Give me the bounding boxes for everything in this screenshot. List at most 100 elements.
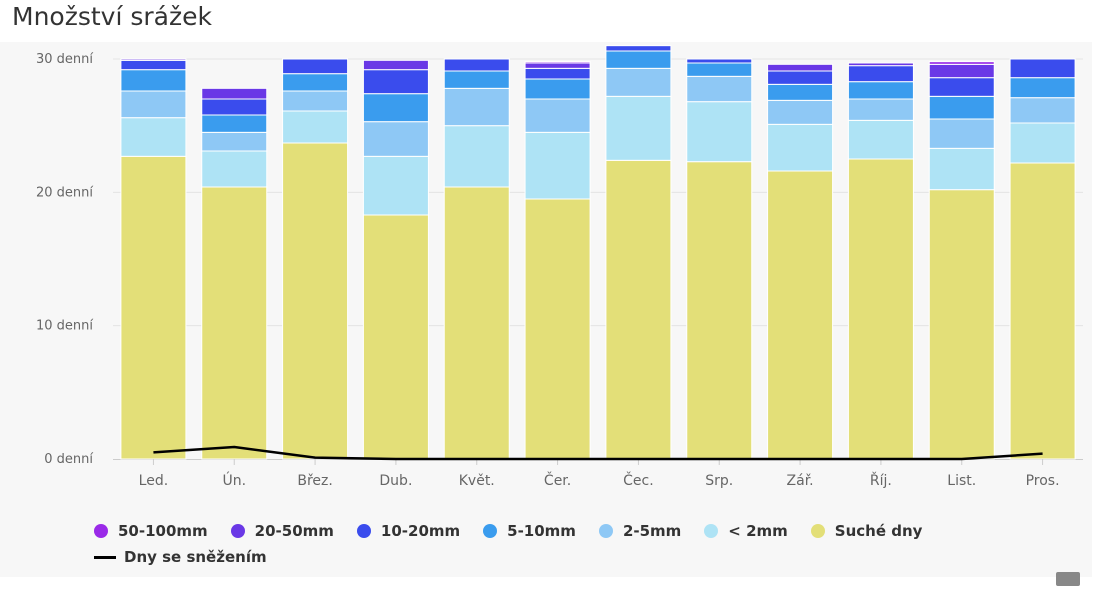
bar-segment	[524, 67, 591, 80]
bar-segment	[120, 58, 187, 61]
bar-segment	[686, 75, 753, 103]
bar-segment	[443, 186, 510, 460]
bar-segment	[282, 90, 349, 112]
x-tick-label: Pros.	[1026, 473, 1060, 489]
bar-segment	[605, 67, 672, 97]
bar-segment	[1009, 77, 1076, 99]
bar-segment	[767, 170, 834, 460]
bar-segment	[1009, 122, 1076, 164]
chart-legend: 50-100mm 20-50mm 10-20mm 5-10mm 2-5mm < …	[94, 518, 1054, 570]
bar-segment	[362, 93, 429, 123]
bar-segment	[362, 155, 429, 216]
legend-label: 10-20mm	[380, 522, 461, 540]
x-tick-label: Dub.	[379, 473, 412, 489]
x-tick-label: Čer.	[544, 471, 571, 489]
y-tick-label: 0 denní	[44, 452, 93, 467]
legend-label: 50-100mm	[118, 522, 208, 540]
legend-item-dry-days[interactable]: Suché dny	[810, 522, 923, 540]
x-tick-label: Břez.	[297, 473, 332, 489]
legend-label: 5-10mm	[507, 522, 576, 540]
bar-segment	[362, 69, 429, 95]
bar-segment	[524, 62, 591, 69]
bar-segment	[847, 98, 914, 121]
legend-item-10-20mm[interactable]: 10-20mm	[356, 522, 461, 540]
legend-line-marker	[94, 555, 116, 559]
bar-segment	[1009, 58, 1076, 79]
bar-segment	[201, 186, 268, 460]
bar-segment	[282, 73, 349, 92]
bar-segment	[443, 70, 510, 89]
legend-marker	[483, 524, 498, 538]
bar-segment	[120, 90, 187, 119]
bar-segment	[928, 189, 995, 460]
bar-segment	[201, 150, 268, 188]
bar-segment	[605, 159, 672, 460]
y-tick-label: 10 denní	[36, 319, 93, 334]
bar-segment	[443, 125, 510, 188]
legend-marker	[598, 524, 613, 538]
bar-segment	[928, 63, 995, 79]
bar-segment	[524, 198, 591, 460]
bar-segment	[524, 98, 591, 133]
bar-segment	[201, 114, 268, 133]
x-tick-label: Říj.	[870, 472, 892, 489]
bar-segment	[201, 98, 268, 116]
bar-segment	[686, 101, 753, 163]
bar-segment	[686, 161, 753, 460]
y-tick-label: 20 denní	[36, 185, 93, 200]
bar-segment	[767, 123, 834, 172]
x-tick-label: Srp.	[705, 473, 733, 489]
chart-menu-button[interactable]	[1056, 572, 1080, 586]
x-tick-label: Led.	[139, 473, 169, 489]
bar-segment	[847, 158, 914, 460]
bar-segment	[847, 62, 914, 67]
bar-segment	[524, 131, 591, 200]
x-tick-label: List.	[947, 473, 976, 489]
legend-item-2-5mm[interactable]: 2-5mm	[598, 522, 682, 540]
bar-segment	[120, 59, 187, 71]
x-tick-label: Zář.	[787, 473, 814, 489]
bar-segment	[362, 121, 429, 157]
bar-segment	[362, 59, 429, 71]
legend-marker	[810, 524, 825, 538]
legend-marker	[230, 524, 245, 538]
bar-segment	[201, 131, 268, 152]
bar-segment	[847, 65, 914, 83]
bar-segment	[282, 142, 349, 460]
bar-segment	[928, 147, 995, 191]
legend-marker	[704, 524, 719, 538]
bar-segment	[120, 69, 187, 92]
bar-segment	[201, 87, 268, 100]
legend-marker	[356, 524, 371, 538]
chart-title: Množství srážek	[12, 2, 212, 31]
bar-segment	[524, 61, 591, 64]
legend-item-5-10mm[interactable]: 5-10mm	[483, 522, 576, 540]
legend-item-50-100mm[interactable]: 50-100mm	[94, 522, 208, 540]
bar-segment	[443, 58, 510, 72]
legend-label: Suché dny	[834, 522, 923, 540]
bar-segment	[524, 78, 591, 100]
bar-segment	[1009, 97, 1076, 124]
legend-item-under-2mm[interactable]: < 2mm	[704, 522, 788, 540]
bar-segment	[282, 58, 349, 75]
x-tick-label: Ún.	[222, 471, 246, 489]
bar-segment	[928, 61, 995, 65]
legend-item-snow-days[interactable]: Dny se sněžením	[94, 548, 267, 566]
bar-segment	[928, 95, 995, 120]
bar-segment	[605, 50, 672, 69]
bar-segment	[362, 214, 429, 460]
bar-segment	[686, 58, 753, 64]
bar-segment	[847, 81, 914, 100]
legend-row-2: Dny se sněžením	[94, 544, 1054, 570]
legend-row-1: 50-100mm 20-50mm 10-20mm 5-10mm 2-5mm < …	[94, 518, 1054, 544]
bar-segment	[928, 118, 995, 149]
legend-label: Dny se sněžením	[124, 548, 267, 566]
bar-segment	[605, 45, 672, 52]
legend-item-20-50mm[interactable]: 20-50mm	[230, 522, 334, 540]
bar-segment	[605, 95, 672, 161]
bar-segment	[282, 110, 349, 144]
bar-segment	[686, 62, 753, 77]
y-tick-label: 30 denní	[36, 52, 93, 67]
legend-label: 2-5mm	[622, 522, 682, 540]
